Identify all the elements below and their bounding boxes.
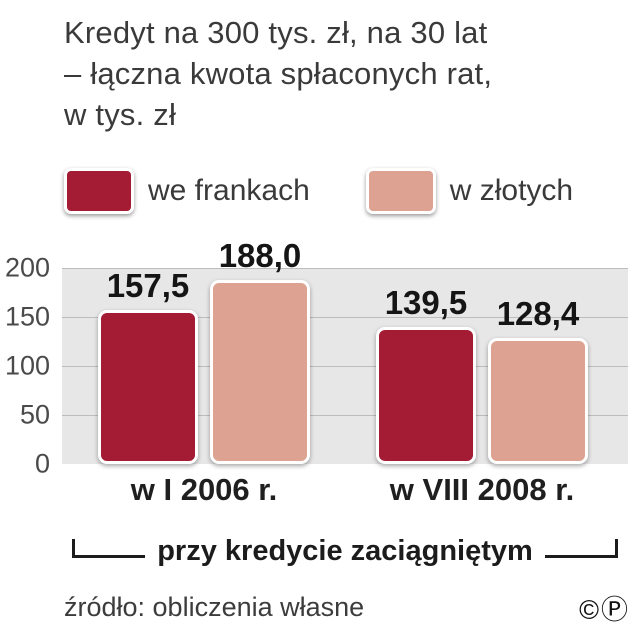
y-axis: 0 50 100 150 200 xyxy=(0,254,54,477)
copyright-glyphs: ©Ⓟ xyxy=(579,595,630,625)
gridline xyxy=(62,366,628,367)
y-tick-label: 50 xyxy=(19,399,50,430)
bar-we-frankach-w-I-2006-r- xyxy=(98,309,198,464)
bracket-label: przy kredycie zaciągniętym xyxy=(157,535,533,568)
legend-label-w-zlotych: w złotych xyxy=(449,174,574,207)
bar-we-frankach-w-VIII-2008-r- xyxy=(376,327,476,464)
bar-slot: 128,4 xyxy=(488,268,588,464)
bracket: przy kredycie zaciągniętym xyxy=(72,516,619,567)
bracket-left-line xyxy=(72,539,146,558)
y-tick-label: 0 xyxy=(34,448,50,479)
bar-value-label: 157,5 xyxy=(106,266,190,304)
gridline xyxy=(62,317,628,318)
bar-slot: 157,5 xyxy=(98,268,198,464)
legend-label-we-frankach: we frankach xyxy=(148,174,310,207)
gridline xyxy=(62,415,628,416)
legend-item-we-frankach: we frankach xyxy=(64,168,310,214)
source-note: źródło: obliczenia własne xyxy=(64,592,365,622)
bar-value-label: 188,0 xyxy=(218,236,302,274)
chart-title-line-1: Kredyt na 300 tys. zł, na 30 lat xyxy=(64,15,488,50)
bar-value-label: 128,4 xyxy=(496,295,580,333)
chart-title-line-2: – łączna kwota spłaconych rat, xyxy=(64,56,493,91)
legend-swatch-w-zlotych xyxy=(365,168,436,214)
bracket-right-line xyxy=(544,539,619,558)
bar-w-złotych-w-VIII-2008-r- xyxy=(488,338,588,464)
plot-area: 157,5 188,0 139,5 128,4 xyxy=(62,239,628,464)
x-axis-labels: w I 2006 r. w VIII 2008 r. xyxy=(62,472,628,510)
legend-swatch-we-frankach xyxy=(64,168,134,214)
legend: we frankach w złotych xyxy=(64,168,573,214)
gridline xyxy=(62,268,628,269)
category-label-2008: w VIII 2008 r. xyxy=(389,472,575,507)
y-tick-label: 200 xyxy=(4,252,50,283)
chart-title: Kredyt na 300 tys. zł, na 30 lat – łączn… xyxy=(64,12,492,135)
bar-slot: 139,5 xyxy=(376,268,476,464)
legend-item-w-zlotych: w złotych xyxy=(365,168,574,214)
bar-group-2008: 139,5 128,4 xyxy=(376,268,588,464)
y-tick-label: 100 xyxy=(4,350,50,381)
bar-w-złotych-w-I-2006-r- xyxy=(210,279,310,464)
category-label-2006: w I 2006 r. xyxy=(130,472,278,507)
bar-value-label: 139,5 xyxy=(384,284,468,322)
bar-slot: 188,0 xyxy=(210,239,310,464)
chart-title-line-3: w tys. zł xyxy=(64,97,177,132)
bar-group-2006: 157,5 188,0 xyxy=(98,239,310,464)
copyright-marks: ©Ⓟ xyxy=(579,588,630,627)
y-tick-label: 150 xyxy=(4,301,50,332)
